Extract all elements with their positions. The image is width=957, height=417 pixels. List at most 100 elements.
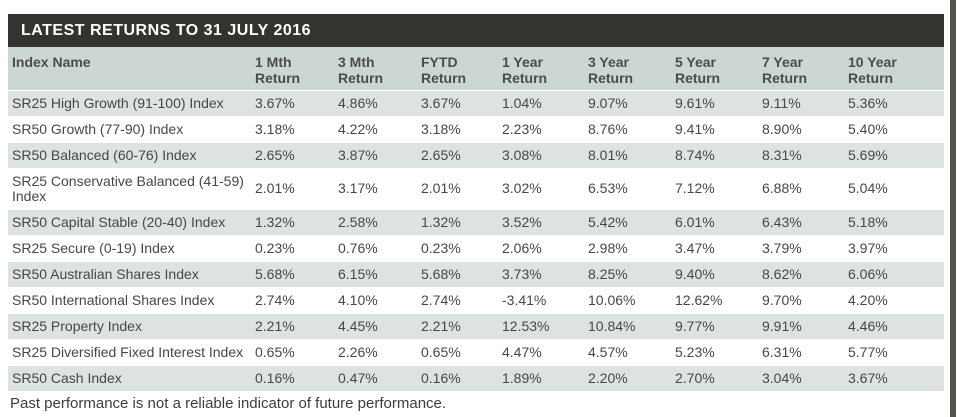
return-value-cell: 8.90% [762,115,848,142]
return-value-cell: 0.65% [255,338,338,365]
return-value-cell: 2.21% [255,312,338,339]
return-value-cell: 3.04% [762,364,848,391]
return-value-cell: 2.58% [338,208,421,235]
return-value-cell: 2.98% [588,234,675,261]
return-value-cell: 6.53% [588,167,675,209]
return-value-cell: 3.87% [338,141,421,168]
return-value-cell: 5.69% [848,141,944,168]
return-value-cell: 0.65% [421,338,502,365]
return-value-cell: 8.25% [588,260,675,287]
return-value-cell: 10.06% [588,286,675,313]
return-value-cell: 2.01% [421,167,502,209]
return-value-cell: 3.73% [502,260,588,287]
return-value-cell: 0.23% [255,234,338,261]
return-value-cell: 3.47% [675,234,762,261]
return-value-cell: -3.41% [502,286,588,313]
return-value-cell: 4.47% [502,338,588,365]
column-header: 3 Year Return [588,47,675,90]
return-value-cell: 3.67% [848,364,944,391]
return-value-cell: 5.68% [421,260,502,287]
index-name-cell: SR50 Australian Shares Index [8,260,255,287]
column-header: 5 Year Return [675,47,762,90]
return-value-cell: 5.40% [848,115,944,142]
return-value-cell: 0.23% [421,234,502,261]
return-value-cell: 12.62% [675,286,762,313]
returns-table: Index Name 1 Mth Return 3 Mth Return FYTD R… [8,47,944,391]
return-value-cell: 2.01% [255,167,338,209]
return-value-cell: 10.84% [588,312,675,339]
index-name-cell: SR50 International Shares Index [8,286,255,313]
return-value-cell: 4.45% [338,312,421,339]
return-value-cell: 9.70% [762,286,848,313]
return-value-cell: 4.46% [848,312,944,339]
return-value-cell: 2.21% [421,312,502,339]
table-row: SR25 Secure (0-19) Index 0.23% 0.76% 0.23%… [8,234,944,261]
return-value-cell: 8.31% [762,141,848,168]
return-value-cell: 6.06% [848,260,944,287]
column-header: 1 Mth Return [255,47,338,90]
returns-panel: LATEST RETURNS TO 31 JULY 2016 Index Nam… [8,14,944,413]
return-value-cell: 0.47% [338,364,421,391]
index-name-cell: SR25 Conservative Balanced (41-59) Index [8,167,255,209]
return-value-cell: 2.23% [502,115,588,142]
table-row: SR50 Australian Shares Index 5.68% 6.15% 5… [8,260,944,287]
return-value-cell: 3.18% [255,115,338,142]
return-value-cell: 3.67% [255,89,338,116]
return-value-cell: 5.36% [848,89,944,116]
return-value-cell: 4.22% [338,115,421,142]
return-value-cell: 6.01% [675,208,762,235]
return-value-cell: 7.12% [675,167,762,209]
return-value-cell: 6.43% [762,208,848,235]
return-value-cell: 8.01% [588,141,675,168]
return-value-cell: 2.74% [421,286,502,313]
return-value-cell: 3.52% [502,208,588,235]
index-name-cell: SR25 High Growth (91-100) Index [8,89,255,116]
column-header: 10 Year Return [848,47,944,90]
index-name-cell: SR25 Secure (0-19) Index [8,234,255,261]
column-header: Index Name [8,47,255,90]
return-value-cell: 0.16% [255,364,338,391]
return-value-cell: 6.15% [338,260,421,287]
index-name-cell: SR50 Balanced (60-76) Index [8,141,255,168]
index-name-cell: SR50 Capital Stable (20-40) Index [8,208,255,235]
return-value-cell: 9.40% [675,260,762,287]
return-value-cell: 4.10% [338,286,421,313]
return-value-cell: 6.31% [762,338,848,365]
return-value-cell: 5.18% [848,208,944,235]
return-value-cell: 3.97% [848,234,944,261]
return-value-cell: 9.61% [675,89,762,116]
return-value-cell: 1.32% [421,208,502,235]
return-value-cell: 4.57% [588,338,675,365]
column-header: 1 Year Return [502,47,588,90]
return-value-cell: 2.20% [588,364,675,391]
table-row: SR50 Balanced (60-76) Index 2.65% 3.87% 2.… [8,141,944,168]
table-row: SR25 Diversified Fixed Interest Index 0.… [8,338,944,365]
window-edge-bar [950,0,956,417]
column-header: 3 Mth Return [338,47,421,90]
return-value-cell: 3.08% [502,141,588,168]
return-value-cell: 3.18% [421,115,502,142]
return-value-cell: 1.89% [502,364,588,391]
table-row: SR50 International Shares Index 2.74% 4.1… [8,286,944,313]
table-row: SR50 Growth (77-90) Index 3.18% 4.22% 3.18… [8,115,944,142]
return-value-cell: 12.53% [502,312,588,339]
return-value-cell: 4.20% [848,286,944,313]
return-value-cell: 2.26% [338,338,421,365]
return-value-cell: 2.65% [421,141,502,168]
index-name-cell: SR50 Growth (77-90) Index [8,115,255,142]
return-value-cell: 5.04% [848,167,944,209]
return-value-cell: 1.04% [502,89,588,116]
return-value-cell: 2.06% [502,234,588,261]
return-value-cell: 3.67% [421,89,502,116]
return-value-cell: 2.70% [675,364,762,391]
return-value-cell: 8.76% [588,115,675,142]
return-value-cell: 9.91% [762,312,848,339]
return-value-cell: 1.32% [255,208,338,235]
index-name-cell: SR50 Cash Index [8,364,255,391]
table-header: Index Name 1 Mth Return 3 Mth Return FYTD R… [8,47,944,90]
footer-disclaimer: Past performance is not a reliable indic… [10,394,447,412]
column-header: 7 Year Return [762,47,848,90]
return-value-cell: 3.02% [502,167,588,209]
return-value-cell: 5.23% [675,338,762,365]
return-value-cell: 2.74% [255,286,338,313]
